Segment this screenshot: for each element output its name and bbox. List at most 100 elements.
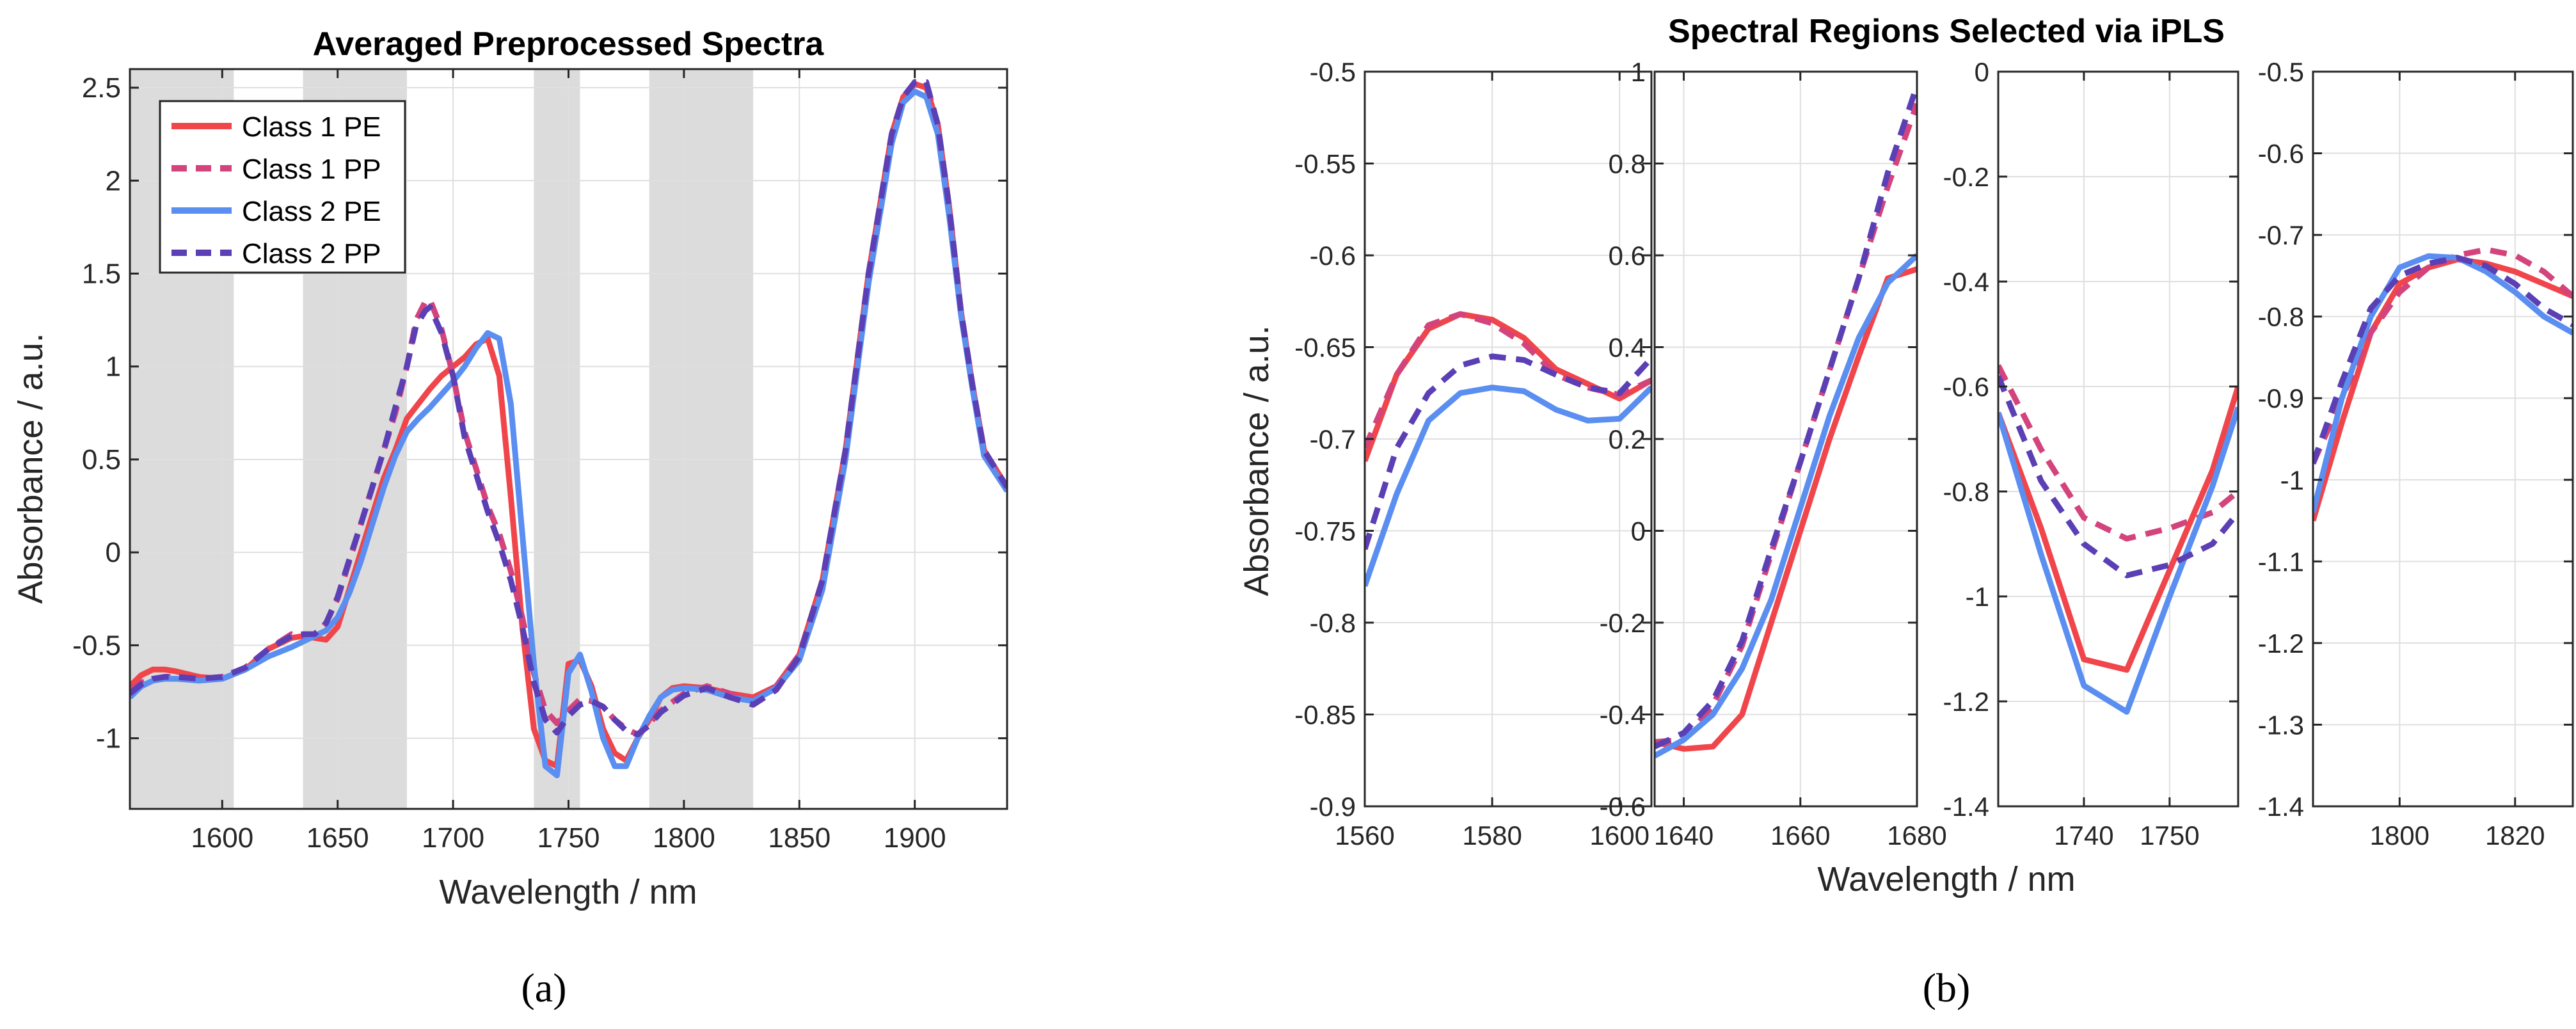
- x-axis-label: Wavelength / nm: [439, 873, 697, 911]
- y-tick-label: 0.5: [82, 444, 121, 475]
- legend: Class 1 PE Class 1 PP Class 2 PE Class 2…: [159, 100, 406, 274]
- x-tick-label: 1800: [2370, 820, 2429, 850]
- y-tick-label: -0.9: [1310, 792, 1356, 822]
- y-tick-label: -1: [2280, 465, 2304, 495]
- y-axis-label: Absorbance / a.u.: [1237, 325, 1276, 596]
- tick-marks: [2313, 70, 2573, 808]
- tick-marks: [1998, 70, 2238, 808]
- y-tick-label: -1: [1966, 582, 1989, 612]
- x-tick-label: 1750: [2140, 820, 2199, 850]
- series-lines: [2313, 246, 2573, 522]
- y-tick-labels: -0.6 -0.4 -0.2 0 0.2 0.4 0.6 0.8 1: [1600, 57, 1646, 822]
- y-tick-label: -0.6: [1600, 792, 1646, 822]
- y-tick-label: 0: [1631, 516, 1646, 546]
- x-tick-label: 1640: [1654, 820, 1713, 850]
- x-tick-labels: 1640 1660 1680: [1654, 820, 1947, 850]
- axes-frame: [2312, 70, 2574, 808]
- y-tick-label: 0.6: [1609, 241, 1646, 271]
- series-line-class-1-pp: [1998, 364, 2238, 542]
- chart-title: Spectral Regions Selected via iPLS: [1668, 13, 2225, 50]
- legend-entry: Class 1 PE: [171, 111, 381, 143]
- x-tick-label: 1740: [2054, 820, 2113, 850]
- y-axis-label: Absorbance / a.u.: [12, 333, 50, 603]
- y-tick-label: -0.85: [1294, 700, 1356, 730]
- y-tick-label: -0.5: [2258, 57, 2304, 87]
- tick-marks: [130, 69, 1007, 809]
- tick-marks: [1655, 70, 1918, 808]
- legend-label: Class 1 PE: [242, 111, 381, 143]
- x-tick-labels: 1560 1580 1600: [1335, 820, 1650, 850]
- shaded-region: [534, 69, 580, 809]
- x-tick-label: 1650: [306, 822, 369, 854]
- y-tick-label: -0.2: [1943, 162, 1989, 192]
- y-tick-label: -0.65: [1294, 333, 1356, 363]
- series-line-class-2-pe: [1998, 406, 2238, 715]
- y-tick-label: -1.1: [2258, 546, 2304, 577]
- y-tick-label: -0.8: [1310, 608, 1356, 638]
- y-tick-label: 0: [106, 537, 121, 568]
- legend-label: Class 2 PP: [242, 238, 381, 269]
- series-line-class-2-pp: [130, 79, 1007, 738]
- series-line-class-2-pp: [1998, 374, 2238, 578]
- x-tick-label: 1750: [537, 822, 600, 854]
- y-tick-label: 0.2: [1609, 424, 1646, 454]
- subplot-2: 1640 1660 1680 -0.6 -0.4 -0.2 0 0.2 0.4 0.6 0.8 1: [1600, 57, 1947, 850]
- y-tick-label: 2.5: [82, 72, 121, 104]
- y-tick-labels: -1.4 -1.2 -1 -0.8 -0.6 -0.4 -0.2 0: [1943, 57, 1989, 822]
- x-tick-label: 1820: [2485, 820, 2545, 850]
- subplot-1: 1560 1580 1600 -0.9 -0.85 -0.8 -0.75 -0.7 -0.65 -…: [1294, 57, 1653, 850]
- series-line-class-2-pe: [2313, 253, 2573, 513]
- y-tick-label: -1.2: [2258, 628, 2304, 658]
- x-tick-label: 1580: [1462, 820, 1522, 850]
- subplot-4: 1800 1820 -1.4 -1.3 -1.2 -1.1 -1 -0.9 -0.8 -0.7 -0…: [2258, 57, 2574, 850]
- y-tick-label: -0.5: [1310, 57, 1356, 87]
- y-tick-label: -0.4: [1600, 700, 1646, 730]
- series-line-class-2-pp: [1365, 353, 1651, 550]
- legend-label: Class 1 PP: [242, 154, 381, 185]
- legend-entry: Class 2 PP: [171, 238, 381, 269]
- axes-frame: [1997, 70, 2239, 808]
- y-tick-label: -1.2: [1943, 687, 1989, 717]
- series-lines: [1655, 84, 1917, 759]
- series-lines: [1365, 311, 1651, 587]
- y-tick-label: -0.8: [1943, 477, 1989, 507]
- x-tick-label: 1700: [422, 822, 484, 854]
- legend-box: [159, 100, 406, 274]
- panel-label-b: (b): [1923, 965, 1971, 1010]
- series-line-class-2-pp: [2313, 255, 2573, 465]
- y-tick-label: -0.6: [2258, 139, 2304, 169]
- legend-entry: Class 1 PP: [171, 154, 381, 185]
- series-line-class-2-pp: [1655, 84, 1917, 749]
- subplot-3: 1740 1750 -1.4 -1.2 -1 -0.8 -0.6 -0.4 -0.2 0: [1943, 57, 2239, 850]
- series-lines: [130, 79, 1007, 779]
- y-tick-labels: -1.4 -1.3 -1.2 -1.1 -1 -0.9 -0.8 -0.7 -0.6 -0.5: [2258, 57, 2304, 822]
- x-tick-label: 1560: [1335, 820, 1394, 850]
- y-tick-label: -0.4: [1943, 267, 1989, 297]
- series-line-class-2-pe: [1655, 253, 1917, 759]
- x-tick-label: 1600: [191, 822, 253, 854]
- x-tick-label: 1660: [1770, 820, 1830, 850]
- x-tick-label: 1600: [1590, 820, 1650, 850]
- y-tick-label: 0.8: [1609, 149, 1646, 179]
- y-tick-label: 1.5: [82, 258, 121, 289]
- x-tick-labels: 1740 1750: [2054, 820, 2199, 850]
- y-tick-label: -0.6: [1943, 372, 1989, 402]
- series-line-class-2-pe: [1365, 385, 1651, 587]
- y-tick-labels: -1 -0.5 0 0.5 1 1.5 2 2.5: [72, 72, 121, 754]
- chart-averaged-spectra: 1600 1650 1700 1750 1800 1850 1900 -1 -0.5 0 0.5 1…: [12, 26, 1008, 1010]
- legend-label: Class 2 PE: [242, 196, 381, 227]
- y-tick-label: -0.2: [1600, 608, 1646, 638]
- x-tick-labels: 1600 1650 1700 1750 1800 1850 1900: [191, 822, 946, 854]
- y-tick-label: -0.8: [2258, 302, 2304, 332]
- y-tick-label: -1.4: [2258, 792, 2304, 822]
- y-tick-label: -1: [96, 723, 121, 754]
- x-axis-label: Wavelength / nm: [1817, 860, 2075, 898]
- y-tick-label: -0.9: [2258, 383, 2304, 413]
- x-tick-label: 1850: [768, 822, 831, 854]
- y-tick-label: -0.55: [1294, 149, 1356, 179]
- y-tick-label: -0.7: [1310, 424, 1356, 454]
- legend-entry: Class 2 PE: [171, 196, 381, 227]
- y-tick-label: -0.75: [1294, 516, 1356, 546]
